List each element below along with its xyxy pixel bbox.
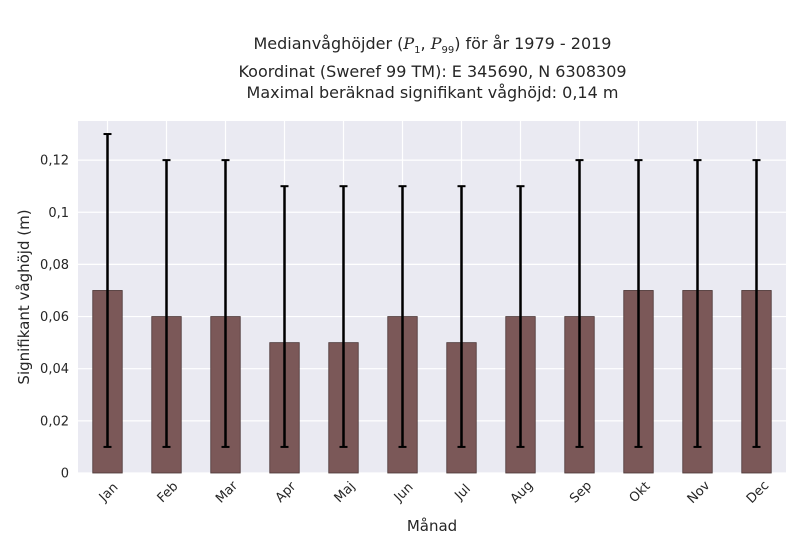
title-line-2: Koordinat (Sweref 99 TM): E 345690, N 63… (238, 62, 627, 82)
x-axis-label: Månad (407, 517, 457, 535)
x-tick-label-okt: Okt (627, 479, 654, 506)
x-tick-label-jul: Jul (451, 482, 473, 504)
x-tick-label-dec: Dec (744, 478, 772, 506)
y-axis-label: Signifikant våghöjd (m) (15, 209, 33, 384)
y-tick-label-2: 0,04 (40, 362, 69, 377)
chart-title: Medianvåghöjder (P1, P99) för år 1979 - … (80, 33, 785, 103)
y-tick-label-5: 0,1 (48, 206, 69, 221)
x-tick-label-aug: Aug (508, 478, 537, 507)
x-tick-label-jun: Jun (391, 480, 417, 506)
title-line-1: Medianvåghöjder (P1, P99) för år 1979 - … (253, 34, 612, 57)
y-axis-ticks: 0 0,02 0,04 0,06 0,08 0,1 0,12 (40, 154, 69, 482)
x-tick-label-jan: Jan (96, 480, 121, 505)
x-tick-label-maj: Maj (332, 479, 359, 506)
title-line-3: Maximal beräknad signifikant våghöjd: 0,… (246, 83, 619, 103)
x-axis-ticks: Jan Feb Mar Apr Maj Jun Jul Aug Sep Okt Nov Dec (96, 478, 772, 507)
x-tick-label-sep: Sep (567, 479, 595, 507)
y-tick-label-1: 0,02 (40, 414, 69, 429)
x-tick-label-feb: Feb (155, 479, 182, 506)
error-bars (103, 133, 761, 448)
x-tick-label-mar: Mar (213, 478, 241, 506)
x-tick-label-nov: Nov (685, 478, 714, 507)
x-tick-label-apr: Apr (273, 479, 300, 506)
y-tick-label-4: 0,08 (40, 258, 69, 273)
y-tick-label-0: 0 (61, 467, 69, 482)
plot-area (78, 121, 786, 473)
y-tick-label-6: 0,12 (40, 154, 69, 169)
y-tick-label-3: 0,06 (40, 310, 69, 325)
